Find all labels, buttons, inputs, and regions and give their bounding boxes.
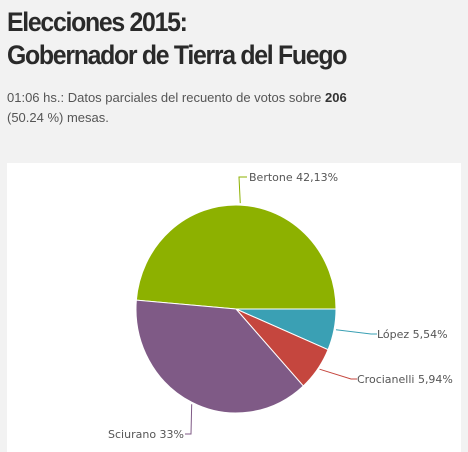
leader-line-sciurano — [185, 404, 193, 435]
mesas-count: 206 — [324, 90, 347, 105]
header: Elecciones 2015: Gobernador de Tierra de… — [7, 6, 462, 128]
leader-line-lpez — [335, 329, 377, 335]
chart-card: Bertone 42,13% López 5,54% Crocianelli 5,9… — [7, 163, 461, 452]
update-time: 01:06 hs. — [7, 90, 61, 105]
pie-slice-bertone — [135, 204, 337, 310]
pie-slice-sciurano — [135, 299, 304, 414]
page-title: Elecciones 2015: Gobernador de Tierra de… — [7, 6, 426, 72]
data-label-sciurano: Sciurano 33% — [108, 428, 184, 441]
title-line-1: Elecciones 2015: — [7, 7, 188, 37]
subtitle-percent: (50.24 %) mesas. — [7, 110, 109, 125]
data-label-lpez: López 5,54% — [377, 328, 448, 341]
data-label-bertone: Bertone 42,13% — [249, 171, 338, 184]
subtitle-text: : Datos parciales del recuento de votos … — [60, 90, 325, 105]
title-line-2: Gobernador de Tierra del Fuego — [7, 40, 347, 70]
leader-line-bertone — [238, 176, 247, 204]
data-label-crocianelli: Crocianelli 5,94% — [357, 373, 453, 386]
leader-line-crocianelli — [319, 368, 357, 380]
subtitle: 01:06 hs.: Datos parciales del recuento … — [7, 88, 462, 128]
pie-chart: Bertone 42,13% López 5,54% Crocianelli 5,9… — [108, 171, 453, 441]
